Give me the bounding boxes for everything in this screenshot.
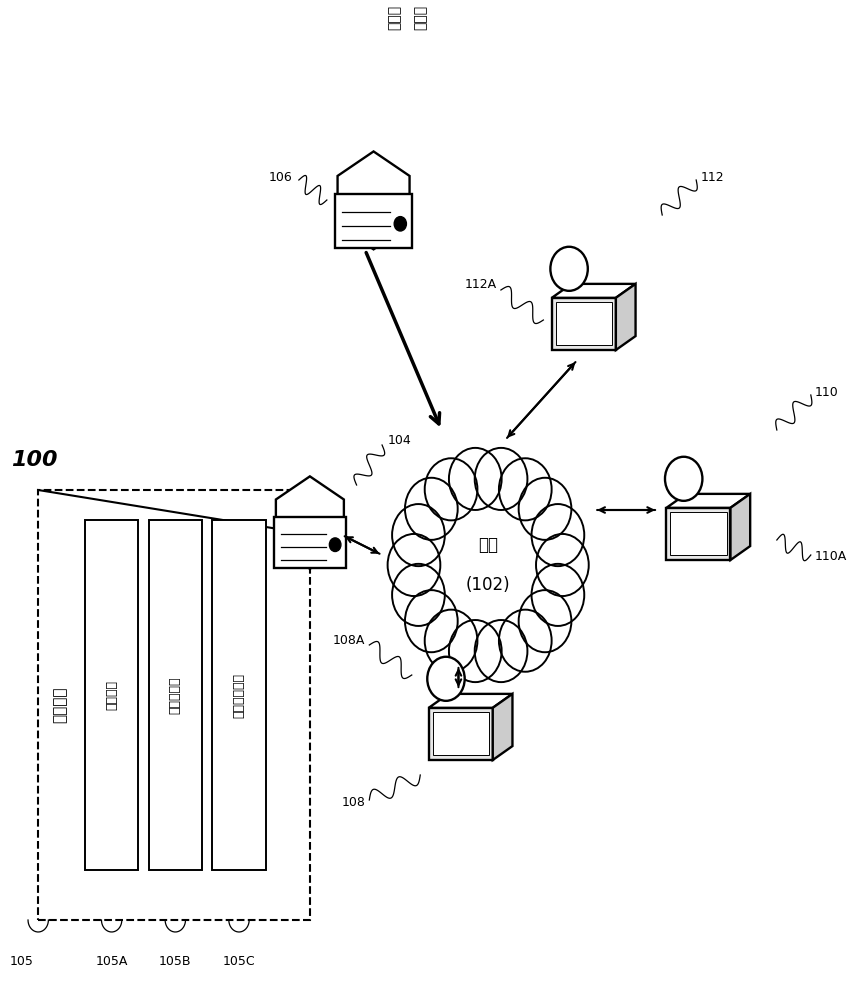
Text: 社交分析模块: 社交分析模块 xyxy=(233,672,245,718)
Text: 105C: 105C xyxy=(222,955,256,968)
Polygon shape xyxy=(433,712,489,755)
FancyBboxPatch shape xyxy=(335,194,412,248)
Circle shape xyxy=(405,590,458,652)
Circle shape xyxy=(412,475,565,655)
Text: 112A: 112A xyxy=(464,278,497,291)
Circle shape xyxy=(405,478,458,540)
Polygon shape xyxy=(276,476,344,569)
Text: 110: 110 xyxy=(815,385,839,398)
Circle shape xyxy=(519,590,571,652)
Circle shape xyxy=(475,448,527,510)
Polygon shape xyxy=(552,284,636,298)
Circle shape xyxy=(424,610,477,672)
Circle shape xyxy=(475,620,527,682)
Text: 购物车模块: 购物车模块 xyxy=(169,676,182,714)
Circle shape xyxy=(519,478,571,540)
FancyBboxPatch shape xyxy=(149,520,202,870)
Text: 105B: 105B xyxy=(159,955,192,968)
Text: 108: 108 xyxy=(341,796,365,808)
Circle shape xyxy=(449,620,502,682)
Text: 提供商: 提供商 xyxy=(413,5,427,30)
Circle shape xyxy=(531,564,584,626)
Polygon shape xyxy=(429,708,492,760)
Circle shape xyxy=(394,217,407,231)
Circle shape xyxy=(536,534,588,596)
Polygon shape xyxy=(338,151,409,249)
Circle shape xyxy=(449,448,502,510)
Text: 搜索模块: 搜索模块 xyxy=(105,680,118,710)
Polygon shape xyxy=(429,694,513,708)
FancyBboxPatch shape xyxy=(85,520,138,870)
Circle shape xyxy=(427,657,464,701)
Polygon shape xyxy=(552,298,616,350)
Circle shape xyxy=(424,458,477,520)
FancyBboxPatch shape xyxy=(212,520,266,870)
Circle shape xyxy=(665,457,702,501)
Circle shape xyxy=(388,534,441,596)
Polygon shape xyxy=(730,494,751,560)
Polygon shape xyxy=(616,284,636,350)
Circle shape xyxy=(550,247,588,291)
Text: 100: 100 xyxy=(11,450,57,470)
Text: 112: 112 xyxy=(700,171,724,184)
Polygon shape xyxy=(671,512,727,555)
Circle shape xyxy=(499,610,552,672)
Text: 在线商店: 在线商店 xyxy=(53,687,68,723)
Circle shape xyxy=(392,504,445,566)
FancyBboxPatch shape xyxy=(273,517,346,568)
Circle shape xyxy=(329,538,341,552)
Circle shape xyxy=(531,504,584,566)
Polygon shape xyxy=(666,508,730,560)
Text: 108A: 108A xyxy=(333,634,365,647)
Polygon shape xyxy=(492,694,513,760)
Text: 105A: 105A xyxy=(95,955,128,968)
Circle shape xyxy=(392,564,445,626)
Text: 第三方: 第三方 xyxy=(388,5,402,30)
Polygon shape xyxy=(666,494,751,508)
Text: (102): (102) xyxy=(466,576,510,594)
Polygon shape xyxy=(556,302,612,345)
Circle shape xyxy=(499,458,552,520)
Text: 105: 105 xyxy=(10,955,34,968)
Text: 104: 104 xyxy=(388,434,412,446)
Text: 110A: 110A xyxy=(815,550,847,562)
Text: 106: 106 xyxy=(269,171,293,184)
Text: 网络: 网络 xyxy=(478,536,498,554)
